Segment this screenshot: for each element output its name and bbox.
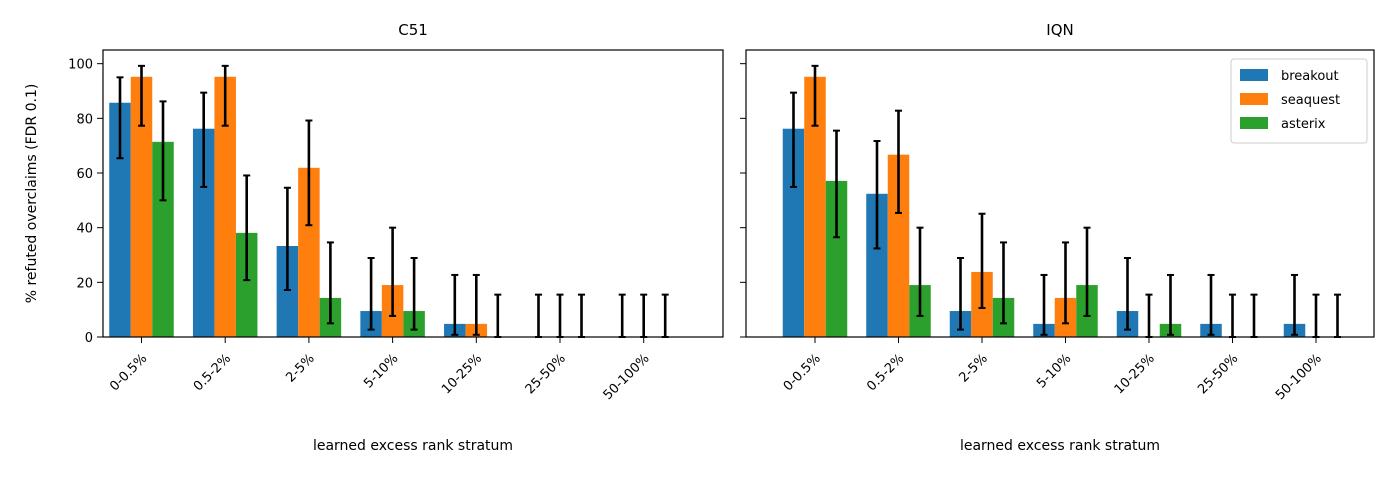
y-tick-label: 40 (76, 222, 93, 237)
bar-breakout (782, 128, 805, 337)
chart-panel-c51: C51 0 20 40 60 80 100 0-0.5% 0.5-2% 2-5% 5-10% 10-2… (24, 21, 724, 454)
legend-label-asterix: asterix (1281, 117, 1326, 132)
bar-seaquest (214, 76, 236, 337)
x-axis-label: learned excess rank stratum (960, 438, 1160, 454)
axes-frame (102, 49, 724, 338)
x-tick-label: 25-50% (1195, 351, 1241, 397)
y-tick-label: 80 (76, 112, 93, 127)
x-tick-label: 10-25% (439, 351, 485, 397)
x-tick-label: 0-0.5% (781, 351, 824, 394)
y-tick-label: 100 (68, 58, 93, 73)
bar-seaquest (804, 76, 826, 337)
bar-asterix (152, 141, 174, 337)
bar-seaquest (298, 167, 320, 337)
x-axis-label: learned excess rank stratum (313, 438, 513, 454)
bar-breakout (109, 102, 131, 338)
legend-swatch-breakout (1240, 69, 1268, 81)
axes-frame (745, 49, 1375, 338)
x-tick-label: 50-100% (601, 351, 653, 403)
x-tick-label: 5-10% (1034, 351, 1074, 391)
x-tick-label: 0.5-2% (191, 351, 234, 394)
x-tick-label: 0-0.5% (107, 351, 150, 394)
chart-panel-iqn: IQN 0-0.5% 0.5-2% 2-5% 5-10% 10-25% 25-50% 50-1… (740, 21, 1375, 454)
x-tick-label: 2-5% (283, 351, 317, 385)
bar-breakout (192, 128, 215, 337)
bar-seaquest (887, 154, 910, 337)
bar-asterix (235, 232, 258, 337)
y-tick-label: 0 (85, 331, 93, 346)
legend-label-seaquest: seaquest (1281, 93, 1340, 108)
legend-swatch-seaquest (1240, 93, 1268, 105)
bar-asterix (825, 180, 848, 337)
legend-label-breakout: breakout (1281, 69, 1339, 84)
x-tick-label: 50-100% (1273, 351, 1325, 403)
panel-title: IQN (1046, 21, 1073, 39)
y-tick-label: 60 (76, 167, 93, 182)
bar-breakout (276, 245, 299, 337)
y-tick-label: 20 (76, 276, 93, 291)
panel-title: C51 (398, 21, 428, 39)
x-tick-label: 10-25% (1112, 351, 1158, 397)
bar-breakout (866, 193, 888, 337)
x-tick-label: 25-50% (523, 351, 569, 397)
legend-swatch-asterix (1240, 117, 1268, 129)
bar-seaquest (130, 76, 153, 337)
y-axis-label: % refuted overclaims (FDR 0.1) (24, 84, 40, 304)
legend: breakout seaquest asterix (1230, 58, 1368, 144)
x-tick-label: 0.5-2% (864, 351, 907, 394)
x-tick-label: 2-5% (956, 351, 990, 385)
x-tick-label: 5-10% (361, 351, 401, 391)
